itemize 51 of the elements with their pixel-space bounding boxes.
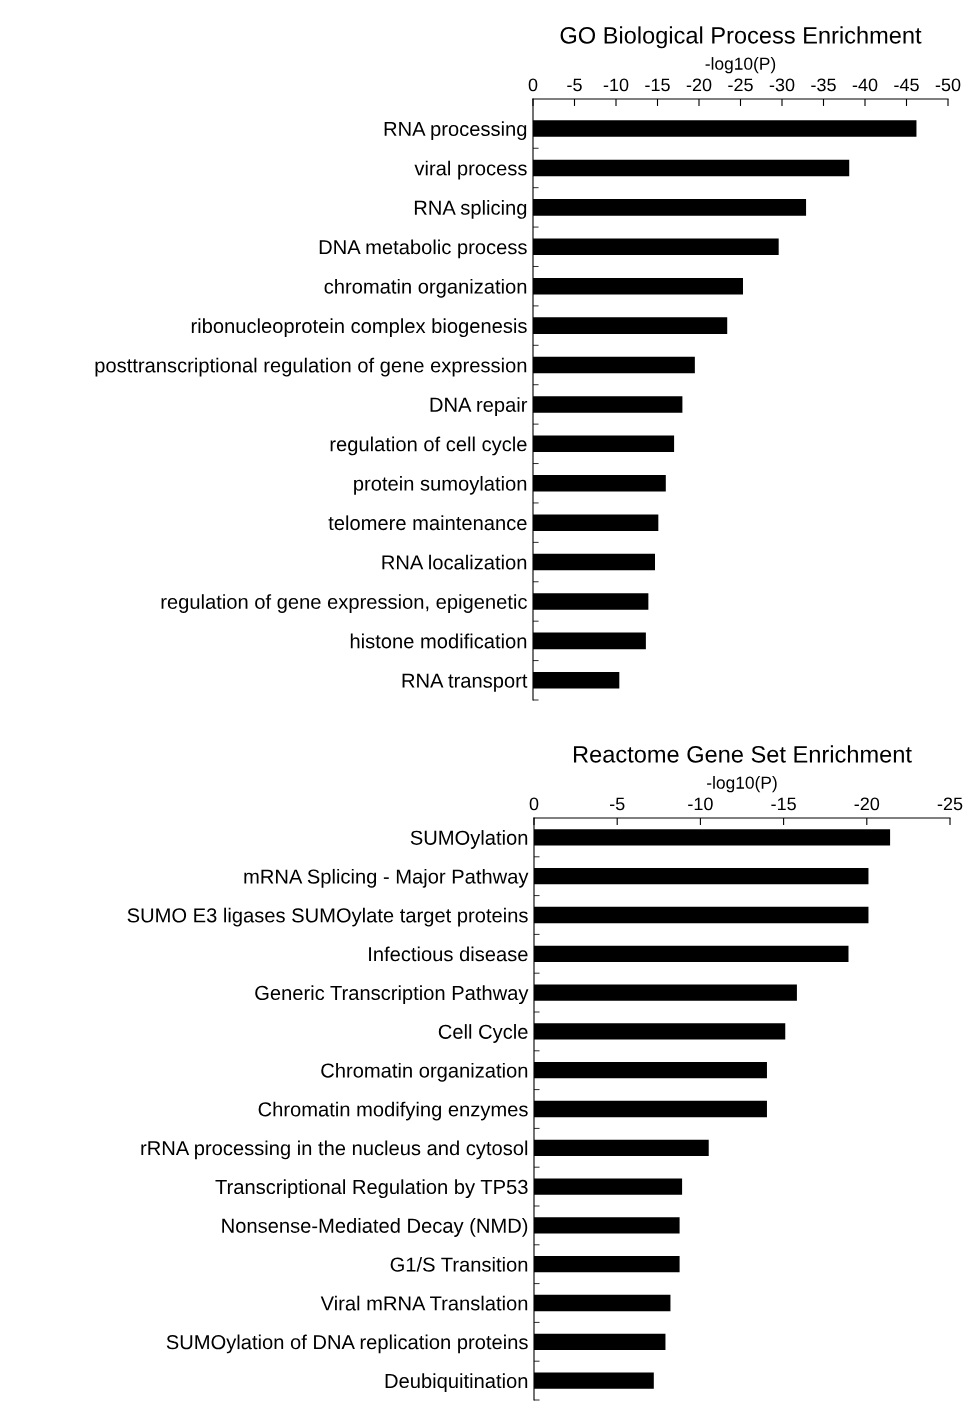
y-tick-label: histone modification	[350, 633, 527, 649]
x-tick-label: -30	[769, 78, 795, 92]
x-tick-label: -20	[686, 78, 712, 92]
x-tick-label: -15	[645, 78, 670, 92]
y-tick-label: DNA repair	[430, 397, 528, 416]
y-tick-label: ribonucleoprotein complex biogenesis	[191, 318, 527, 338]
y-tick-label: SUMOylation of DNA replication proteins	[166, 1334, 528, 1354]
x-tick-label: -35	[811, 78, 836, 92]
x-tick-label: -5	[609, 797, 625, 811]
y-tick-label: Viral mRNA Translation	[320, 1295, 528, 1311]
y-tick-label: Nonsense-Mediated Decay (NMD)	[222, 1218, 528, 1237]
y-tick-label: Chromatin modifying enzymes	[258, 1101, 528, 1121]
y-tick-label: DNA metabolic process	[319, 239, 527, 259]
x-tick-label: -20	[854, 797, 880, 811]
x-tick-label: -25	[937, 797, 963, 811]
x-tick-label: -50	[935, 78, 961, 92]
y-tick-label: SUMO E3 ligases SUMOylate target proteins	[127, 907, 528, 927]
y-tick-label: Cell Cycle	[438, 1024, 528, 1043]
chart-title: Reactome Gene Set Enrichment	[573, 745, 912, 763]
x-tick-label: -10	[688, 797, 713, 811]
y-tick-label: rRNA processing in the nucleus and cytosol	[141, 1140, 528, 1160]
y-tick-label: RNA transport	[402, 673, 528, 692]
y-tick-label: posttranscriptional regulation of gene expression	[95, 357, 527, 377]
x-tick-label: -5	[567, 78, 582, 92]
x-tick-label: -40	[852, 78, 878, 92]
x-tick-label: -25	[728, 78, 753, 92]
y-tick-label: Chromatin organization	[321, 1062, 528, 1082]
y-tick-label: regulation of cell cycle	[330, 436, 527, 456]
y-tick-label: regulation of gene expression, epigenetic	[161, 594, 527, 613]
y-tick-label: telomere maintenance	[328, 515, 527, 531]
x-tick-label: -10	[603, 78, 629, 92]
x-axis-title: -log10(P)	[705, 57, 776, 74]
y-tick-label: RNA localization	[382, 554, 527, 570]
y-tick-label: RNA splicing	[414, 200, 527, 219]
y-tick-label: viral process	[414, 160, 527, 180]
x-axis-title: -log10(P)	[707, 776, 777, 793]
x-tick-label: 0	[528, 78, 538, 92]
x-tick-label: -45	[894, 78, 919, 92]
y-tick-label: Deubiquitination	[385, 1373, 528, 1393]
y-tick-label: protein sumoylation	[354, 475, 527, 495]
y-tick-label: G1/S Transition	[390, 1256, 528, 1272]
chart-title: GO Biological Process Enrichment	[560, 26, 922, 49]
y-tick-label: SUMOylation	[410, 830, 528, 849]
x-tick-label: 0	[529, 797, 539, 811]
y-tick-label: mRNA Splicing - Major Pathway	[244, 868, 529, 888]
y-tick-label: Generic Transcription Pathway	[255, 985, 529, 1005]
y-tick-label: chromatin organization	[324, 278, 527, 298]
x-tick-label: -15	[771, 797, 796, 811]
y-tick-label: Transcriptional Regulation by TP53	[215, 1179, 528, 1199]
y-tick-label: Infectious disease	[369, 946, 528, 962]
y-tick-label: RNA processing	[384, 121, 527, 141]
